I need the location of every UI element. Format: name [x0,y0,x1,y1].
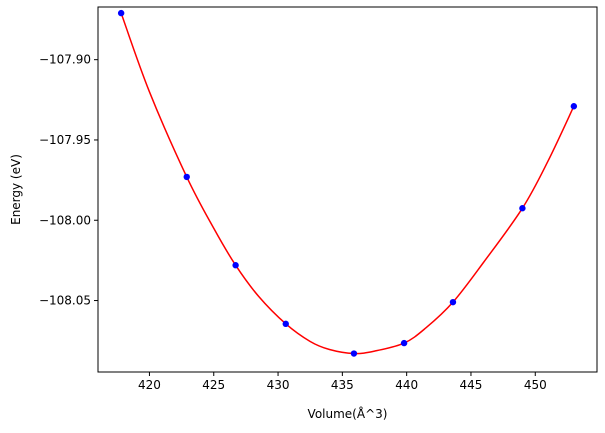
x-axis: 420 425 430 435 440 445 450 [138,372,547,392]
data-point [449,298,457,306]
x-tick-label: 430 [267,378,290,392]
data-point [400,339,408,347]
data-point [519,205,526,212]
y-axis: −107.90 −107.95 −108.00 −108.05 [39,53,98,308]
x-tick-label: 440 [395,378,418,392]
y-tick-label: −107.90 [39,53,91,67]
data-point [282,320,289,328]
data-point [117,9,125,17]
y-tick-label: −108.05 [39,294,91,308]
y-tick-label: −107.95 [39,133,91,147]
x-tick-label: 425 [202,378,225,392]
x-tick-label: 420 [138,378,161,392]
y-axis-label: Energy (eV) [9,154,23,225]
y-tick-label: −108.00 [39,213,91,227]
data-point [350,350,358,357]
data-point [570,103,578,110]
x-tick-label: 435 [331,378,354,392]
series-layer [117,9,578,357]
x-tick-label: 450 [524,378,547,392]
x-tick-label: 445 [460,378,483,392]
fit-curve [120,12,575,355]
data-point [232,262,239,269]
x-axis-label: Volume(Å^3) [308,406,388,421]
plot-frame [97,6,598,373]
data-point [183,173,190,181]
